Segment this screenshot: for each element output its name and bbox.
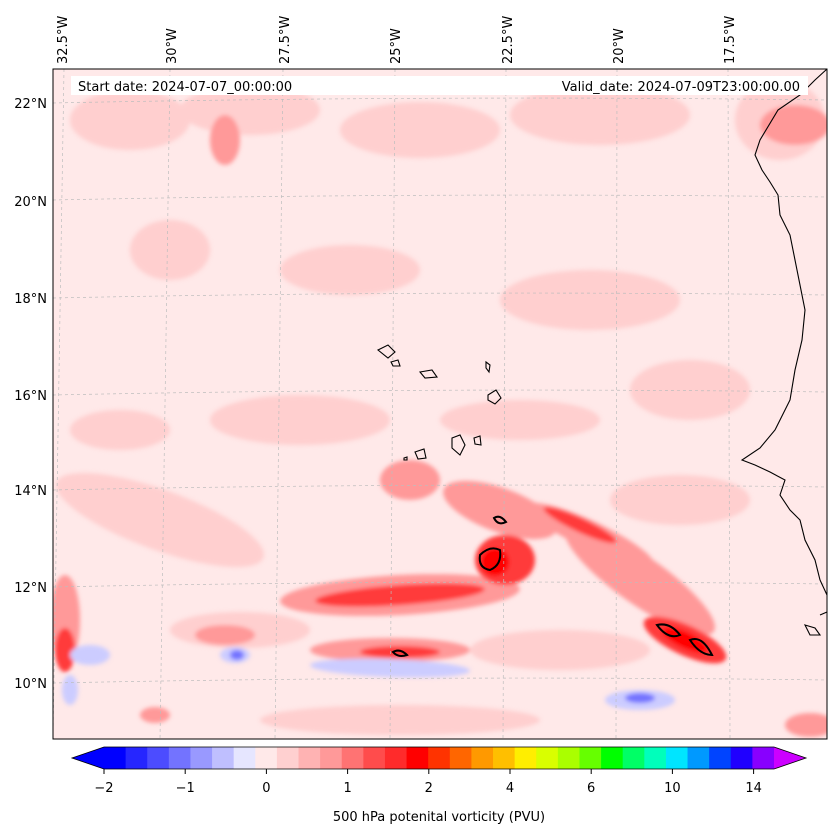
colorbar-cell	[233, 747, 256, 769]
longitude-labels: 32.5°W 30°W 27.5°W 25°W 22.5°W 20°W 17.5…	[56, 16, 738, 64]
valid-date-label: Valid_date: 2024-07-09T23:00:00.00	[562, 80, 800, 95]
lat-label: 10°N	[14, 677, 47, 692]
lon-label: 20°W	[612, 28, 627, 64]
colorbar-tick-label: −1	[176, 781, 195, 796]
colorbar-label: 500 hPa potenital vorticity (PVU)	[333, 810, 545, 825]
colorbar-cell	[644, 747, 667, 769]
colorbar-tick-label: 10	[664, 781, 681, 796]
colorbar-cell	[665, 747, 689, 769]
colorbar-cell	[384, 747, 408, 769]
colorbar-cell	[449, 747, 472, 769]
colorbar-cell	[730, 747, 753, 769]
latitude-labels: 22°N 20°N 18°N 16°N 14°N 12°N 10°N	[14, 97, 47, 692]
colorbar-tick-label: 0	[262, 781, 270, 796]
colorbar-cell	[752, 747, 775, 769]
lon-label: 32.5°W	[56, 16, 71, 64]
colorbar-cell	[125, 747, 148, 769]
colorbar-cell	[363, 747, 386, 769]
colorbar-tick-label: 2	[425, 781, 433, 796]
colorbar-cell	[557, 747, 580, 769]
colorbar-tick-label: −2	[94, 781, 113, 796]
colorbar-cell	[428, 747, 451, 769]
lat-label: 22°N	[14, 97, 47, 112]
colorbar-tick-label: 6	[587, 781, 595, 796]
vorticity-field	[53, 80, 827, 737]
colorbar-cell	[493, 747, 516, 769]
header-box	[71, 76, 808, 95]
colorbar-extend-min	[72, 747, 104, 769]
colorbar-cell	[471, 747, 494, 769]
lat-label: 18°N	[14, 292, 47, 307]
map-border	[52, 68, 828, 740]
lat-label: 16°N	[14, 389, 47, 404]
colorbar-cells	[104, 747, 775, 769]
colorbar-tick-label: 14	[745, 781, 762, 796]
lon-label: 25°W	[389, 28, 404, 64]
colorbar-cell	[622, 747, 645, 769]
colorbar-cell	[341, 747, 364, 769]
colorbar-cell	[709, 747, 732, 769]
colorbar-ticks: −2 −1 0 1 2 4 6 10 14	[94, 769, 762, 796]
lon-label: 17.5°W	[723, 16, 738, 64]
colorbar-cell	[320, 747, 343, 769]
start-date-label: Start date: 2024-07-07_00:00:00	[78, 80, 292, 95]
lat-label: 14°N	[14, 484, 47, 499]
colorbar-cell	[255, 747, 278, 769]
colorbar-cell	[536, 747, 559, 769]
colorbar-cell	[190, 747, 213, 769]
colorbar-cell	[687, 747, 710, 769]
colorbar-cell	[104, 747, 127, 769]
colorbar-cell	[601, 747, 624, 769]
colorbar-cell	[514, 747, 537, 769]
coastline	[376, 68, 828, 636]
colorbar-cell	[298, 747, 321, 769]
colorbar-cell	[406, 747, 429, 769]
colorbar-extend-max	[774, 747, 806, 769]
pv-contours	[391, 515, 714, 657]
colorbar-tick-label: 1	[343, 781, 351, 796]
map-panel: Start date: 2024-07-07_00:00:00 Valid_da…	[14, 16, 828, 740]
lat-label: 12°N	[14, 581, 47, 596]
graticule	[53, 69, 827, 739]
colorbar-cell	[276, 747, 300, 769]
colorbar-cell	[168, 747, 191, 769]
colorbar-tick-label: 4	[506, 781, 514, 796]
colorbar: −2 −1 0 1 2 4 6 10 14 500 hPa potenital vorticit…	[70, 746, 808, 825]
colorbar-cell	[147, 747, 170, 769]
colorbar-cell	[212, 747, 235, 769]
lon-label: 30°W	[165, 28, 180, 64]
lon-label: 22.5°W	[501, 16, 516, 64]
colorbar-outline	[70, 746, 808, 770]
lat-label: 20°N	[14, 195, 47, 210]
lon-label: 27.5°W	[278, 16, 293, 64]
colorbar-cell	[579, 747, 602, 769]
